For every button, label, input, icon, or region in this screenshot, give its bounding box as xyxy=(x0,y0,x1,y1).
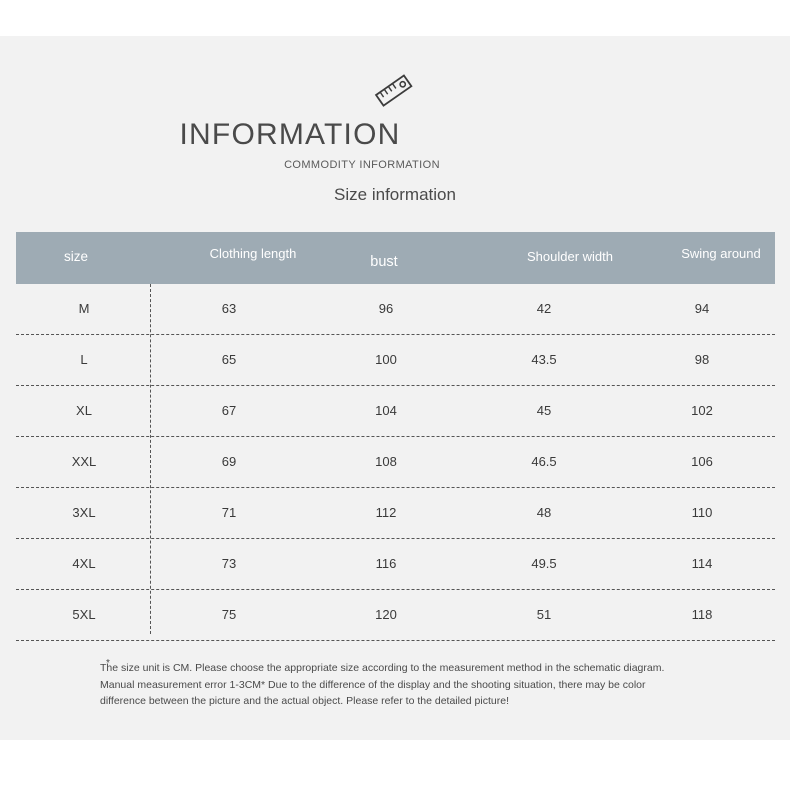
cell-clothing-length: 63 xyxy=(221,301,237,316)
note-asterisk: * xyxy=(106,658,110,669)
table-header-row: size Clothing length bust Shoulder width… xyxy=(16,232,775,284)
cell-shoulder-width: 42 xyxy=(536,301,552,316)
cell-size: M xyxy=(78,301,90,316)
page-subtitle: COMMODITY INFORMATION xyxy=(0,159,790,171)
cell-size: 4XL xyxy=(72,556,96,571)
cell-size: XXL xyxy=(71,454,97,469)
cell-clothing-length: 65 xyxy=(221,352,237,367)
cell-bust: 112 xyxy=(375,505,397,520)
cell-bust: 120 xyxy=(375,607,397,622)
column-header-swing-around: Swing around xyxy=(681,246,761,261)
table-body: M 63 96 42 94 L 65 100 43.5 98 XL 67 104… xyxy=(16,284,775,641)
cell-bust: 104 xyxy=(375,403,397,418)
size-table: size Clothing length bust Shoulder width… xyxy=(16,232,775,641)
cell-clothing-length: 69 xyxy=(221,454,237,469)
cell-bust: 116 xyxy=(375,556,397,571)
ruler-icon xyxy=(371,68,417,114)
column-header-size: size xyxy=(63,249,89,264)
cell-swing-around: 114 xyxy=(691,556,713,571)
cell-swing-around: 110 xyxy=(691,505,713,520)
cell-shoulder-width: 48 xyxy=(536,505,552,520)
cell-swing-around: 98 xyxy=(694,352,710,367)
cell-bust: 100 xyxy=(375,352,397,367)
cell-shoulder-width: 46.5 xyxy=(531,454,557,469)
cell-shoulder-width: 49.5 xyxy=(531,556,557,571)
note-line-1: The size unit is CM. Please choose the a… xyxy=(100,662,665,674)
table-row: XL 67 104 45 102 xyxy=(16,386,775,437)
cell-clothing-length: 71 xyxy=(221,505,237,520)
table-row: M 63 96 42 94 xyxy=(16,284,775,335)
cell-swing-around: 106 xyxy=(691,454,713,469)
cell-bust: 108 xyxy=(375,454,397,469)
measurement-note: * The size unit is CM. Please choose the… xyxy=(100,658,665,710)
cell-size: L xyxy=(80,352,88,367)
column-header-bust: bust xyxy=(370,254,398,270)
section-title: Size information xyxy=(334,185,456,204)
note-line-2: Manual measurement error 1-3CM* Due to t… xyxy=(100,678,646,691)
cell-shoulder-width: 51 xyxy=(536,607,552,622)
cell-clothing-length: 67 xyxy=(221,403,237,418)
cell-clothing-length: 75 xyxy=(221,607,237,622)
table-row: 4XL 73 116 49.5 114 xyxy=(16,539,775,590)
cell-shoulder-width: 45 xyxy=(536,403,552,418)
page-title: INFORMATION xyxy=(0,118,790,152)
column-header-shoulder-width: Shoulder width xyxy=(527,249,613,264)
cell-swing-around: 118 xyxy=(691,607,713,622)
cell-bust: 96 xyxy=(378,301,394,316)
cell-size: XL xyxy=(76,403,92,418)
cell-clothing-length: 73 xyxy=(221,556,237,571)
column-header-clothing-length: Clothing length xyxy=(209,246,297,261)
cell-swing-around: 94 xyxy=(694,301,710,316)
note-line-3: difference between the picture and the a… xyxy=(100,695,509,707)
table-row: 3XL 71 112 48 110 xyxy=(16,488,775,539)
cell-size: 5XL xyxy=(72,607,96,622)
table-row: 5XL 75 120 51 118 xyxy=(16,590,775,641)
cell-swing-around: 102 xyxy=(691,403,713,418)
page-title-text: INFORMATION xyxy=(179,118,401,151)
content-panel xyxy=(0,36,790,740)
table-row: L 65 100 43.5 98 xyxy=(16,335,775,386)
cell-size: 3XL xyxy=(72,505,96,520)
cell-shoulder-width: 43.5 xyxy=(531,352,557,367)
table-row: XXL 69 108 46.5 106 xyxy=(16,437,775,488)
page-subtitle-text: COMMODITY INFORMATION xyxy=(284,159,440,171)
